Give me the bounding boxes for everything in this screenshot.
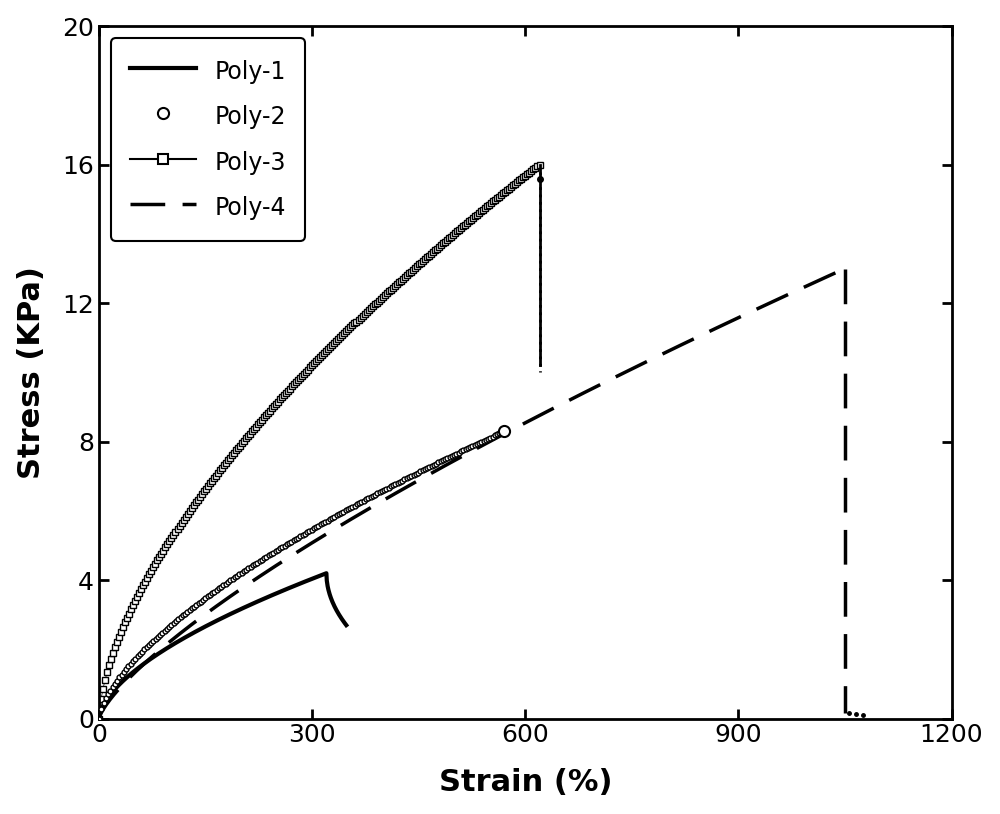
Poly-4 [225,591,237,601]
Poly-3 [222,455,234,465]
Poly-4 [591,381,603,391]
Poly-1 [111,682,123,692]
Poly-2 [498,427,510,436]
Poly-2 [247,561,259,571]
Poly-4 [285,551,297,561]
Poly-1 [313,571,325,581]
Poly-1 [314,571,326,580]
Poly-1 [93,714,105,724]
Poly-2 [141,642,153,652]
Poly-1 [207,618,219,628]
Y-axis label: Stress (KPa): Stress (KPa) [17,266,46,479]
Legend: Poly-1, Poly-2, Poly-3, Poly-4: Poly-1, Poly-2, Poly-3, Poly-4 [111,38,305,241]
Poly-2 [93,714,105,724]
Poly-1 [266,590,278,600]
Poly-3 [328,338,340,348]
Poly-4 [533,411,545,421]
Poly-4 [431,466,443,475]
Poly-4 [839,264,851,274]
Poly-4 [655,350,667,360]
Poly-1 [189,627,201,637]
Poly-3 [465,215,477,225]
Poly-2 [484,433,496,443]
Poly-2 [100,694,112,703]
Poly-1 [340,620,352,630]
Poly-3 [479,204,491,213]
Poly-4 [93,714,105,724]
X-axis label: Strain (%): Strain (%) [439,768,612,798]
Poly-3 [214,466,226,475]
Line: Poly-2: Poly-2 [97,429,506,721]
Poly-1 [320,568,332,578]
Line: Poly-3: Poly-3 [96,161,543,722]
Poly-2 [177,610,189,620]
Poly-3 [487,197,499,207]
Line: Poly-4: Poly-4 [99,269,845,719]
Line: Poly-1: Poly-1 [99,573,346,719]
Poly-3 [93,714,105,724]
Poly-2 [453,448,465,457]
Poly-3 [534,160,546,169]
